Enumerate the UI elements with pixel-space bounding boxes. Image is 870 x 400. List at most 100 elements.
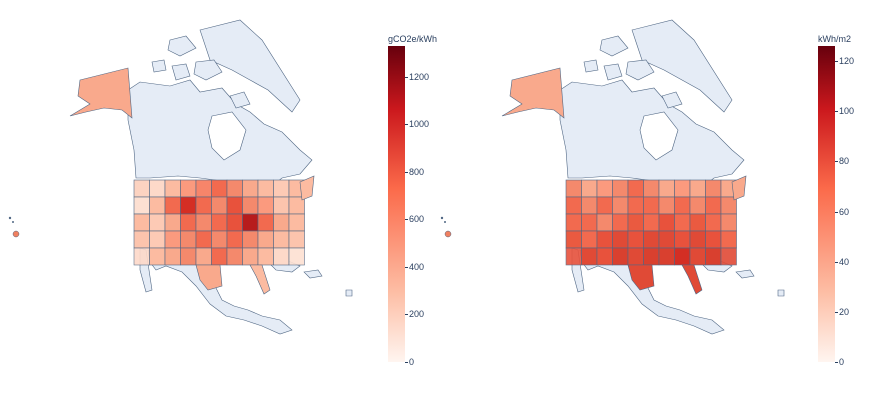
us-state-region[interactable] [211,196,228,215]
region-alaska[interactable] [501,67,565,119]
us-state-region[interactable] [164,179,181,198]
us-state-region[interactable] [612,213,629,232]
north-america-map-solar[interactable] [432,0,812,400]
us-state-region[interactable] [596,179,613,198]
us-state-region[interactable] [674,213,691,232]
us-state-region[interactable] [195,179,212,198]
us-state-region[interactable] [257,230,274,249]
us-state-region[interactable] [643,213,660,232]
us-state-region[interactable] [705,213,722,232]
us-state-region[interactable] [705,196,722,215]
us-state-region[interactable] [133,196,150,215]
us-state-region[interactable] [581,247,598,266]
us-state-region[interactable] [612,247,629,266]
us-state-region[interactable] [581,230,598,249]
us-state-region[interactable] [705,230,722,249]
us-state-region[interactable] [257,213,274,232]
map-panel-solar[interactable] [432,0,812,400]
us-state-region[interactable] [627,179,644,198]
us-state-region[interactable] [627,213,644,232]
us-state-region[interactable] [689,179,706,198]
us-state-region[interactable] [658,179,675,198]
us-state-region[interactable] [658,213,675,232]
us-state-region[interactable] [581,213,598,232]
us-state-region[interactable] [720,230,737,249]
us-state-region[interactable] [249,264,271,295]
us-state-region[interactable] [226,230,243,249]
us-state-region[interactable] [164,247,181,266]
us-state-region[interactable] [596,230,613,249]
us-state-region[interactable] [226,247,243,266]
us-state-region[interactable] [643,230,660,249]
us-state-region[interactable] [242,213,259,232]
us-state-region[interactable] [705,179,722,198]
us-state-region[interactable] [195,247,212,266]
us-state-region[interactable] [581,196,598,215]
us-state-region[interactable] [596,247,613,266]
us-state-region[interactable] [299,175,315,201]
us-state-region[interactable] [180,196,197,215]
us-state-region[interactable] [627,196,644,215]
us-state-region[interactable] [242,230,259,249]
us-state-region[interactable] [288,213,305,232]
us-state-region[interactable] [581,179,598,198]
us-state-region[interactable] [565,247,582,266]
us-state-region[interactable] [658,247,675,266]
us-state-region[interactable] [720,213,737,232]
region-hawaii[interactable] [444,230,452,238]
us-state-region[interactable] [674,179,691,198]
us-state-region[interactable] [164,196,181,215]
map-panel-emissions[interactable] [0,0,380,400]
us-state-region[interactable] [226,196,243,215]
us-state-region[interactable] [180,213,197,232]
us-state-region[interactable] [149,179,166,198]
us-state-region[interactable] [627,247,644,266]
region-alaska[interactable] [69,67,133,119]
us-state-region[interactable] [643,196,660,215]
us-state-region[interactable] [180,247,197,266]
us-state-region[interactable] [627,230,644,249]
us-state-region[interactable] [149,196,166,215]
us-state-region[interactable] [133,213,150,232]
us-state-region[interactable] [195,213,212,232]
us-state-region[interactable] [257,179,274,198]
us-state-region[interactable] [195,196,212,215]
us-state-region[interactable] [674,230,691,249]
us-state-region[interactable] [689,213,706,232]
us-state-region[interactable] [242,179,259,198]
us-state-region[interactable] [596,196,613,215]
us-state-region[interactable] [180,230,197,249]
region-hawaii[interactable] [12,230,20,238]
us-state-region[interactable] [705,247,722,266]
us-state-region[interactable] [689,196,706,215]
us-state-region[interactable] [565,213,582,232]
us-state-region[interactable] [681,264,703,295]
us-state-region[interactable] [565,179,582,198]
us-state-region[interactable] [133,230,150,249]
us-state-region[interactable] [273,247,290,266]
us-state-region[interactable] [273,230,290,249]
us-state-region[interactable] [596,213,613,232]
us-state-region[interactable] [273,179,290,198]
us-state-region[interactable] [689,230,706,249]
us-state-region[interactable] [257,247,274,266]
us-state-region[interactable] [288,230,305,249]
us-state-region[interactable] [164,230,181,249]
us-state-region[interactable] [288,247,305,266]
us-state-region[interactable] [565,230,582,249]
us-state-region[interactable] [731,175,747,201]
us-state-region[interactable] [627,264,655,291]
us-state-region[interactable] [643,179,660,198]
us-state-region[interactable] [211,230,228,249]
us-state-region[interactable] [226,213,243,232]
us-states-emissions[interactable] [133,175,315,295]
us-state-region[interactable] [149,213,166,232]
us-state-region[interactable] [674,247,691,266]
us-state-region[interactable] [612,230,629,249]
us-state-region[interactable] [180,179,197,198]
us-state-region[interactable] [242,196,259,215]
north-america-map-emissions[interactable] [0,0,380,400]
us-state-region[interactable] [195,264,223,291]
us-state-region[interactable] [226,179,243,198]
us-state-region[interactable] [674,196,691,215]
